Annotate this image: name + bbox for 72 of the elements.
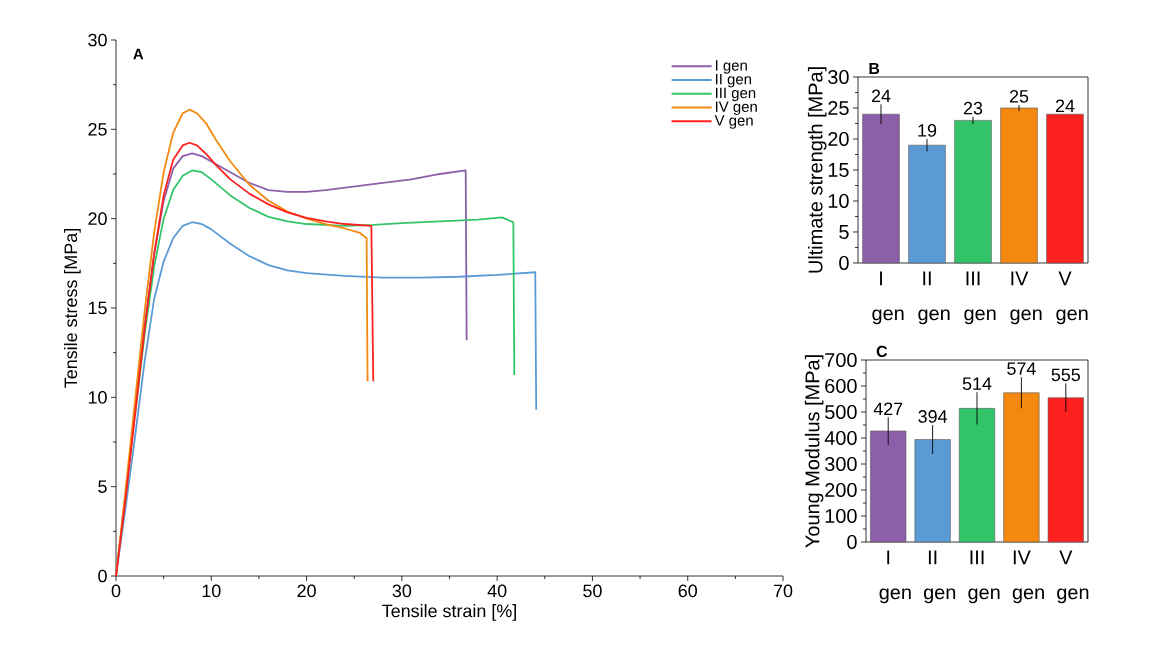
x-tick-label: 30 bbox=[392, 584, 412, 598]
y-tick-label: 5 bbox=[839, 225, 849, 239]
category-label: III gen bbox=[964, 271, 996, 325]
category-label: IV gen bbox=[1010, 271, 1042, 325]
y-axis-title: Tensile stress [MPa] bbox=[63, 229, 81, 388]
annotation: A bbox=[133, 48, 144, 60]
category-label: IV gen bbox=[1012, 550, 1044, 604]
x-tick-label: 20 bbox=[297, 584, 316, 598]
x-tick-label: 40 bbox=[487, 584, 507, 598]
bar bbox=[1003, 392, 1040, 543]
bar bbox=[914, 439, 951, 543]
x-tick-label: 0 bbox=[111, 584, 121, 598]
bar bbox=[1000, 107, 1038, 264]
bar bbox=[1046, 113, 1084, 264]
y-tick-label: 25 bbox=[828, 100, 849, 116]
y-tick-label: 700 bbox=[825, 352, 857, 368]
x-tick-label: 50 bbox=[583, 584, 602, 598]
data-label: 514 bbox=[962, 377, 992, 391]
x-tick-label: 70 bbox=[773, 584, 793, 598]
y-tick-label: 30 bbox=[828, 69, 849, 85]
data-label: 19 bbox=[918, 124, 937, 137]
y-tick-label: 25 bbox=[88, 122, 107, 136]
bar bbox=[908, 144, 946, 264]
x-tick-label: 60 bbox=[678, 584, 697, 598]
y-tick-label: 15 bbox=[88, 301, 107, 315]
y-tick-label: 300 bbox=[825, 456, 857, 472]
y-tick-label: 0 bbox=[847, 534, 857, 550]
y-tick-label: 0 bbox=[839, 255, 849, 271]
y-tick-label: 0 bbox=[98, 569, 107, 583]
category-label: III gen bbox=[968, 550, 1000, 604]
bar bbox=[1047, 397, 1084, 543]
category-label: V gen bbox=[1057, 550, 1089, 604]
bar bbox=[954, 120, 992, 264]
text: C bbox=[876, 345, 888, 357]
x-axis-title: Tensile strain [%] bbox=[382, 604, 516, 621]
y-tick-label: 10 bbox=[88, 390, 107, 404]
y-tick-label: 200 bbox=[825, 482, 857, 498]
y-tick-label: 15 bbox=[828, 163, 849, 177]
category-label: I gen bbox=[872, 271, 904, 325]
y-tick-label: 100 bbox=[825, 508, 857, 524]
y-tick-label: 10 bbox=[828, 193, 849, 209]
data-label: 555 bbox=[1051, 368, 1081, 382]
data-label: 394 bbox=[918, 410, 948, 423]
y-tick-label: 600 bbox=[825, 378, 857, 394]
data-label: 24 bbox=[1055, 99, 1075, 112]
category-label: II gen bbox=[923, 550, 956, 604]
y-tick-label: 20 bbox=[88, 212, 107, 226]
bar bbox=[862, 113, 900, 264]
bar bbox=[958, 408, 996, 543]
y-tick-label: 400 bbox=[824, 430, 857, 446]
x-tick-label: 10 bbox=[202, 584, 221, 598]
data-label: 25 bbox=[1009, 89, 1029, 103]
legend-label: IV gen bbox=[715, 101, 757, 115]
y-tick-label: 30 bbox=[88, 33, 107, 47]
y-tick-label: 20 bbox=[828, 131, 849, 147]
data-label: 24 bbox=[871, 89, 891, 103]
category-label: V gen bbox=[1056, 271, 1088, 325]
category-label: II gen bbox=[918, 271, 950, 325]
legend-label: III gen bbox=[715, 87, 756, 102]
bar bbox=[870, 430, 907, 543]
legend-label: II gen bbox=[715, 74, 752, 88]
data-label: 23 bbox=[963, 101, 983, 115]
y-axis-title: Young Modulus [MPa] bbox=[804, 355, 824, 548]
y-tick-label: 500 bbox=[825, 404, 857, 420]
text: B bbox=[869, 62, 880, 74]
data-label: 427 bbox=[873, 402, 903, 415]
data-label: 574 bbox=[1007, 362, 1036, 375]
category-label: I gen bbox=[879, 550, 911, 604]
y-tick-label: 5 bbox=[98, 480, 107, 493]
y-axis-title: Ultimate strength [MPa] bbox=[807, 67, 827, 273]
legend-label: V gen bbox=[714, 115, 753, 129]
legend-label: I gen bbox=[715, 60, 747, 74]
